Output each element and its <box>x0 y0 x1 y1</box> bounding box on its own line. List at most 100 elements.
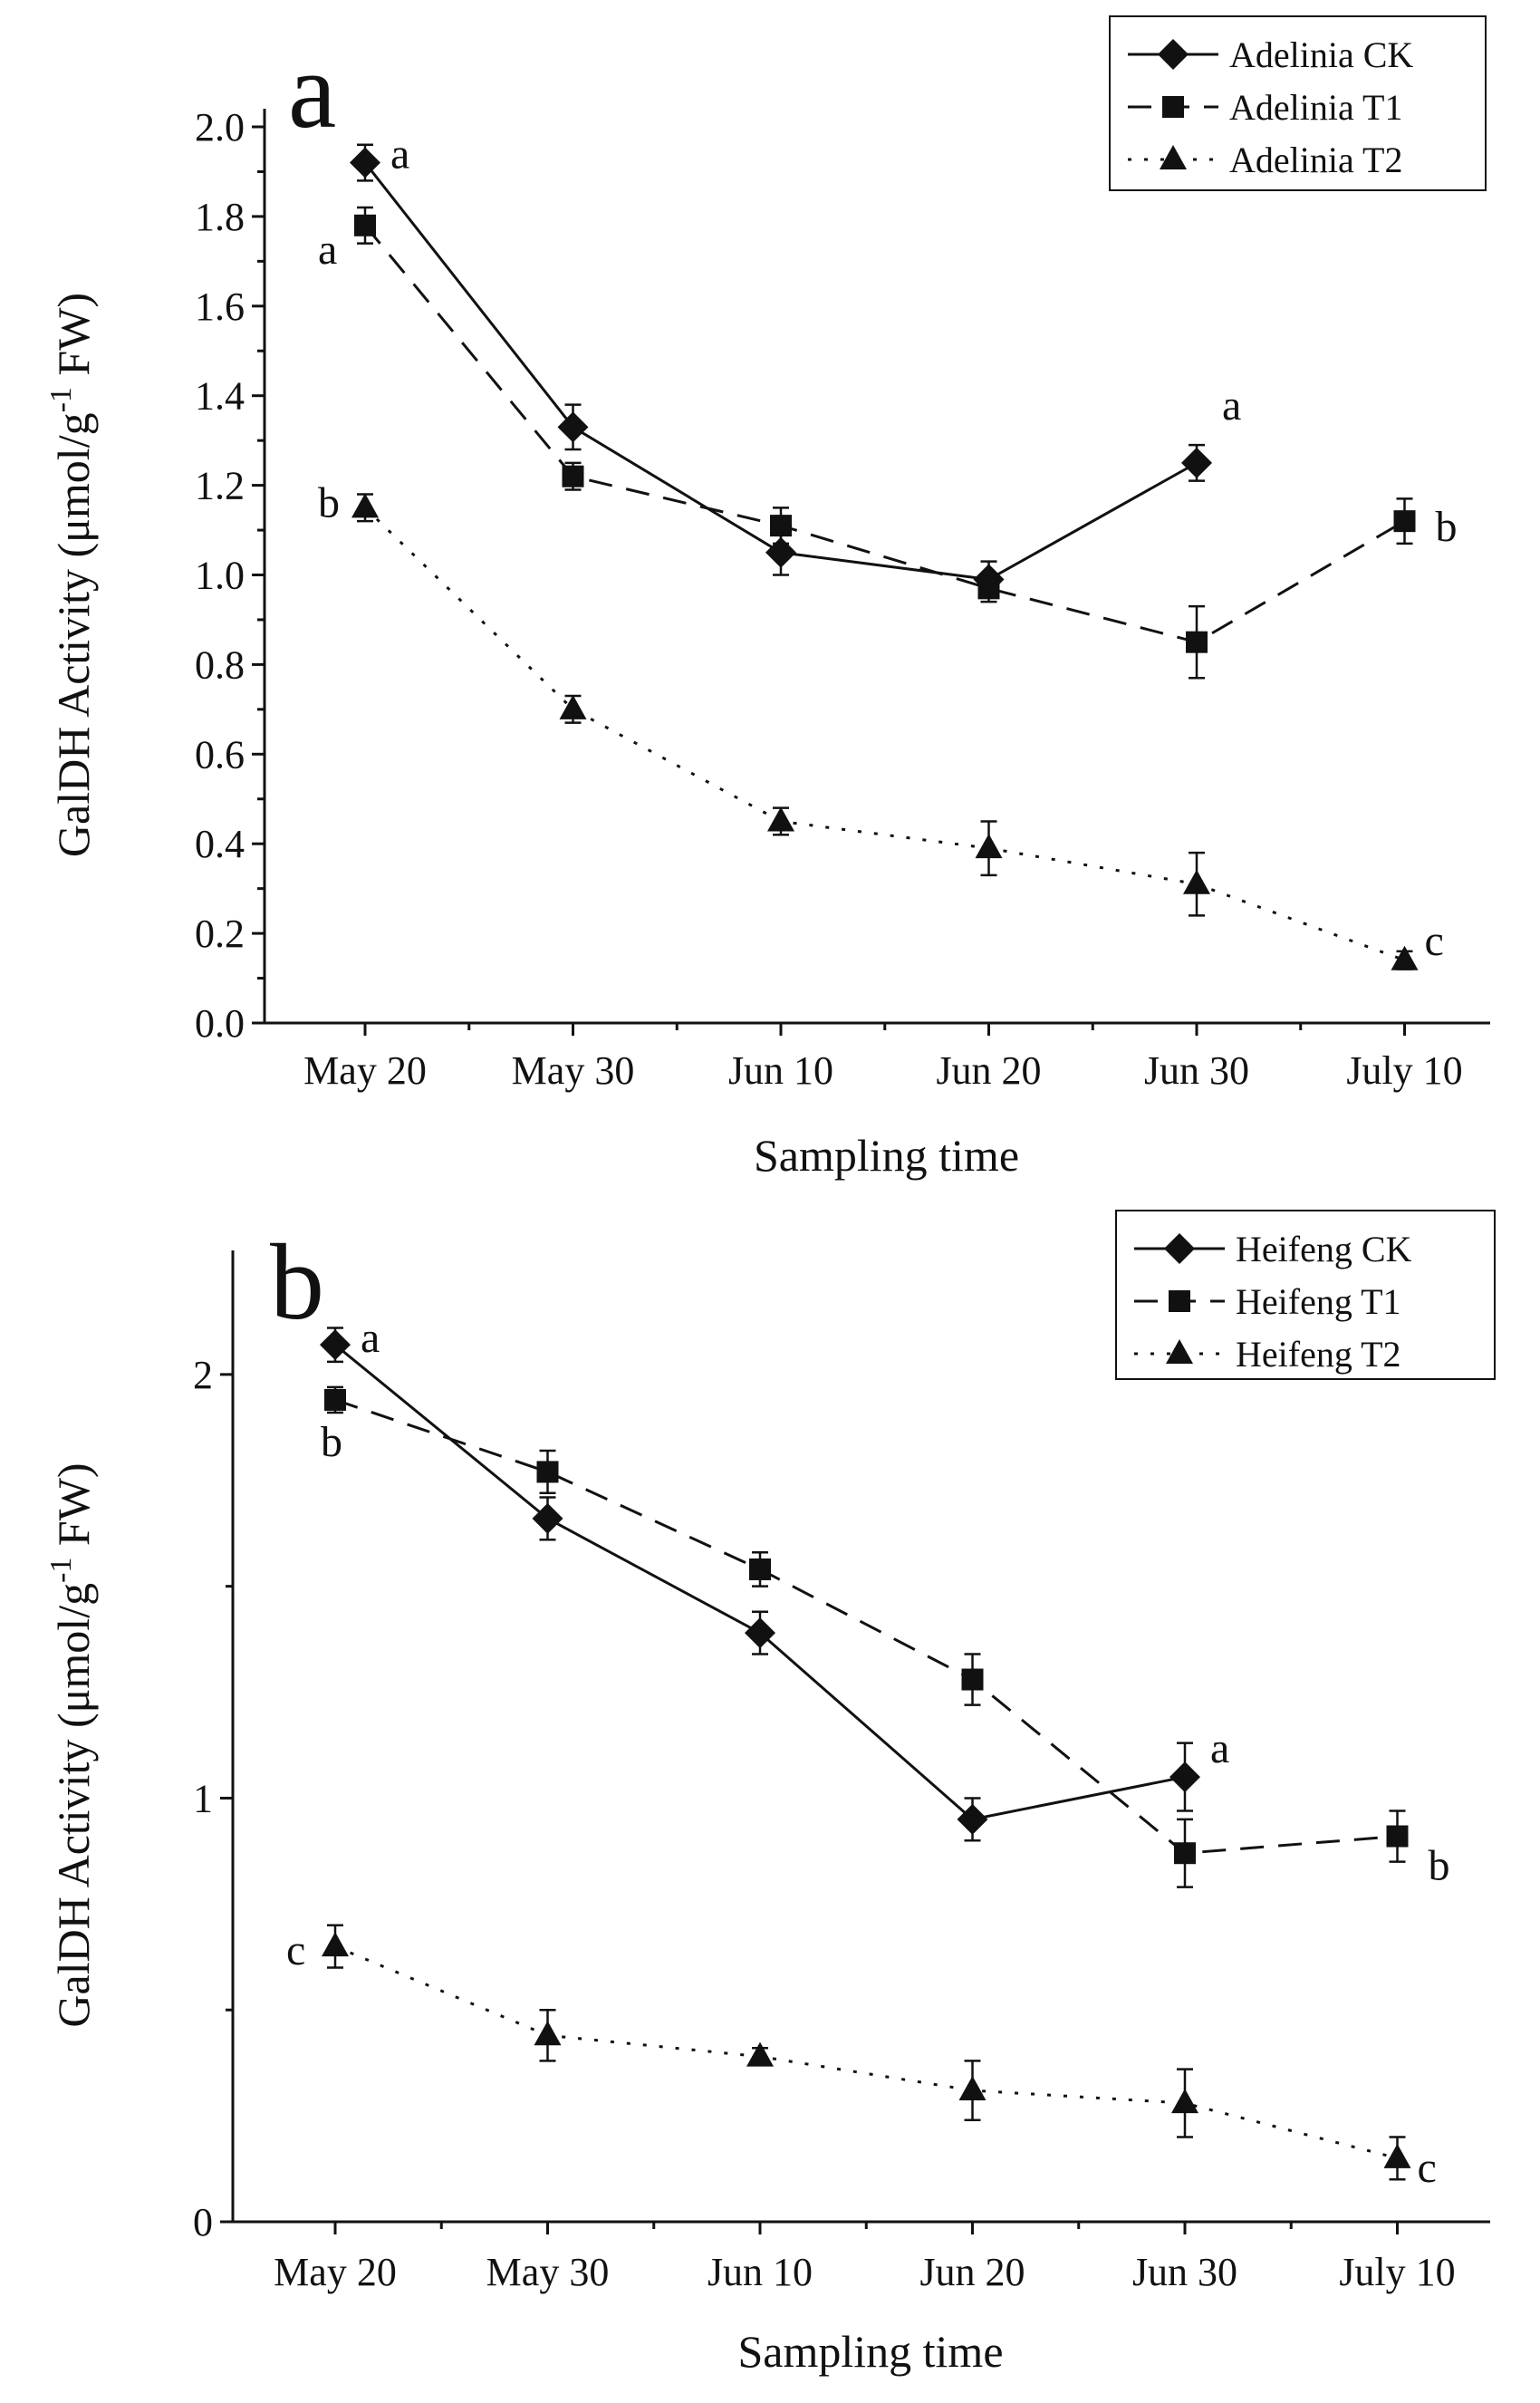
legend-label: Heifeng T1 <box>1236 1281 1401 1322</box>
y-tick-label: 1.6 <box>195 285 245 329</box>
x-tick-label: Jun 10 <box>707 2250 813 2294</box>
significance-label: c <box>1425 917 1444 965</box>
data-point-square <box>1174 1842 1196 1865</box>
data-point-triangle <box>746 2041 774 2067</box>
data-point-diamond <box>532 1502 563 1534</box>
significance-label: a <box>318 226 337 274</box>
legend-marker-triangle <box>1166 1339 1193 1364</box>
data-point-triangle <box>322 1932 349 1957</box>
data-point-square <box>324 1388 346 1411</box>
data-point-triangle <box>975 834 1003 859</box>
x-tick-label: Jun 30 <box>1132 2250 1237 2294</box>
panel-b-chart: 0 1 2 May 20 May 30 Jun 10 Jun 20 Jun 30 July 10… <box>44 1210 1496 2377</box>
data-point-diamond <box>557 411 589 443</box>
y-axis-title: GalDH Activity (μmol/g-1 FW) <box>44 293 99 857</box>
data-point-diamond <box>765 536 796 568</box>
x-tick-label: May 20 <box>274 2250 397 2294</box>
x-tick-label: May 30 <box>512 1048 635 1093</box>
data-point-diamond <box>745 1617 775 1649</box>
series-triangle-group <box>351 493 1419 970</box>
series-triangle-group <box>322 1924 1411 2181</box>
y-tick-label: 2 <box>193 1353 213 1397</box>
panel-letter: b <box>270 1221 324 1342</box>
data-point-square <box>1393 510 1416 533</box>
x-tick-label: May 30 <box>486 2250 610 2294</box>
data-point-diamond <box>1181 447 1212 478</box>
y-axis-title-unit: FW) <box>48 1462 99 1557</box>
x-tick-label: May 20 <box>303 1048 427 1093</box>
significance-label: a <box>1222 381 1241 429</box>
series-line <box>363 507 1406 962</box>
y-tick-label: 1.0 <box>195 554 245 598</box>
y-tick-label: 0.2 <box>195 912 245 956</box>
x-tick-label: Jun 30 <box>1144 1048 1249 1093</box>
x-axis-title: Sampling time <box>754 1130 1019 1181</box>
y-tick-label: 0.8 <box>195 642 245 687</box>
data-point-diamond <box>350 147 380 179</box>
legend-marker-square <box>1169 1290 1190 1312</box>
significance-label: a <box>361 1314 380 1362</box>
significance-label: a <box>390 130 409 179</box>
significance-label: a <box>1210 1724 1229 1772</box>
legend-label: Heifeng CK <box>1236 1229 1412 1269</box>
y-tick-label: 1.2 <box>195 464 245 508</box>
data-point-triangle <box>1391 945 1419 970</box>
legend-label: Adelinia T2 <box>1229 140 1402 180</box>
data-point-square <box>977 577 1000 600</box>
y-axis-title-main: GalDH Activity (μmol/g <box>48 1583 99 2028</box>
data-point-square <box>354 214 376 236</box>
x-axis-title: Sampling time <box>737 2326 1003 2377</box>
data-point-triangle <box>958 2076 987 2101</box>
y-axis-title-superscript: -1 <box>44 387 78 412</box>
data-point-diamond <box>320 1329 351 1361</box>
legend-marker-diamond <box>1164 1233 1195 1264</box>
series-line <box>334 1398 1398 1855</box>
data-point-triangle <box>351 493 379 518</box>
y-tick-label: 2.0 <box>195 105 245 150</box>
y-tick-label: 0.0 <box>195 1001 245 1046</box>
y-axis-title-main: GalDH Activity (μmol/g <box>48 412 99 857</box>
data-point-triangle <box>1183 869 1210 894</box>
significance-label: b <box>1436 503 1458 551</box>
legend: Heifeng CK Heifeng T1 Heifeng T2 <box>1115 1210 1496 1380</box>
data-point-diamond <box>957 1803 988 1835</box>
legend-label: Heifeng T2 <box>1236 1334 1401 1375</box>
y-tick-label: 0 <box>193 2200 213 2244</box>
data-point-square <box>749 1558 771 1580</box>
legend-label: Adelinia T1 <box>1229 87 1402 128</box>
significance-label: b <box>318 478 340 526</box>
data-point-square <box>1186 631 1208 653</box>
x-tick-label: July 10 <box>1346 1048 1462 1093</box>
y-tick-label: 0.4 <box>195 822 245 866</box>
x-tick-label: Jun 20 <box>936 1048 1041 1093</box>
y-tick-label: 1.4 <box>195 374 245 419</box>
series-line <box>334 1945 1398 2160</box>
data-point-triangle <box>559 694 587 719</box>
x-tick-label: July 10 <box>1339 2250 1455 2294</box>
data-point-square <box>961 1668 984 1691</box>
data-point-triangle <box>1383 2143 1411 2168</box>
y-axis-title-unit: FW) <box>48 293 99 387</box>
panel-a-chart: 0.0 0.2 0.4 0.6 0.8 1.0 1.2 1.4 1.6 1.8 2.0 May 20 M… <box>44 15 1490 1181</box>
series-square-group <box>354 206 1416 680</box>
legend-marker-triangle <box>1160 145 1187 169</box>
significance-label: b <box>1429 1842 1450 1890</box>
legend: Adelinia CK Adelinia T1 Adelinia T2 <box>1109 15 1487 191</box>
data-point-square <box>1386 1825 1409 1848</box>
data-point-diamond <box>1169 1761 1200 1793</box>
significance-label: c <box>1418 2144 1437 2192</box>
legend-marker-diamond <box>1158 39 1189 70</box>
data-point-square <box>536 1461 559 1483</box>
data-point-triangle <box>534 2021 562 2046</box>
data-point-square <box>562 465 584 487</box>
x-tick-label: Jun 10 <box>728 1048 833 1093</box>
series-diamond-group <box>320 1327 1200 1842</box>
y-tick-label: 1 <box>193 1776 213 1820</box>
y-tick-label: 0.6 <box>195 732 245 777</box>
x-tick-label: Jun 20 <box>919 2250 1025 2294</box>
series-line <box>363 224 1406 644</box>
y-axis-title-superscript: -1 <box>44 1558 78 1583</box>
y-axis-title: GalDH Activity (μmol/g-1 FW) <box>44 1462 99 2027</box>
y-tick-label: 1.8 <box>195 195 245 239</box>
